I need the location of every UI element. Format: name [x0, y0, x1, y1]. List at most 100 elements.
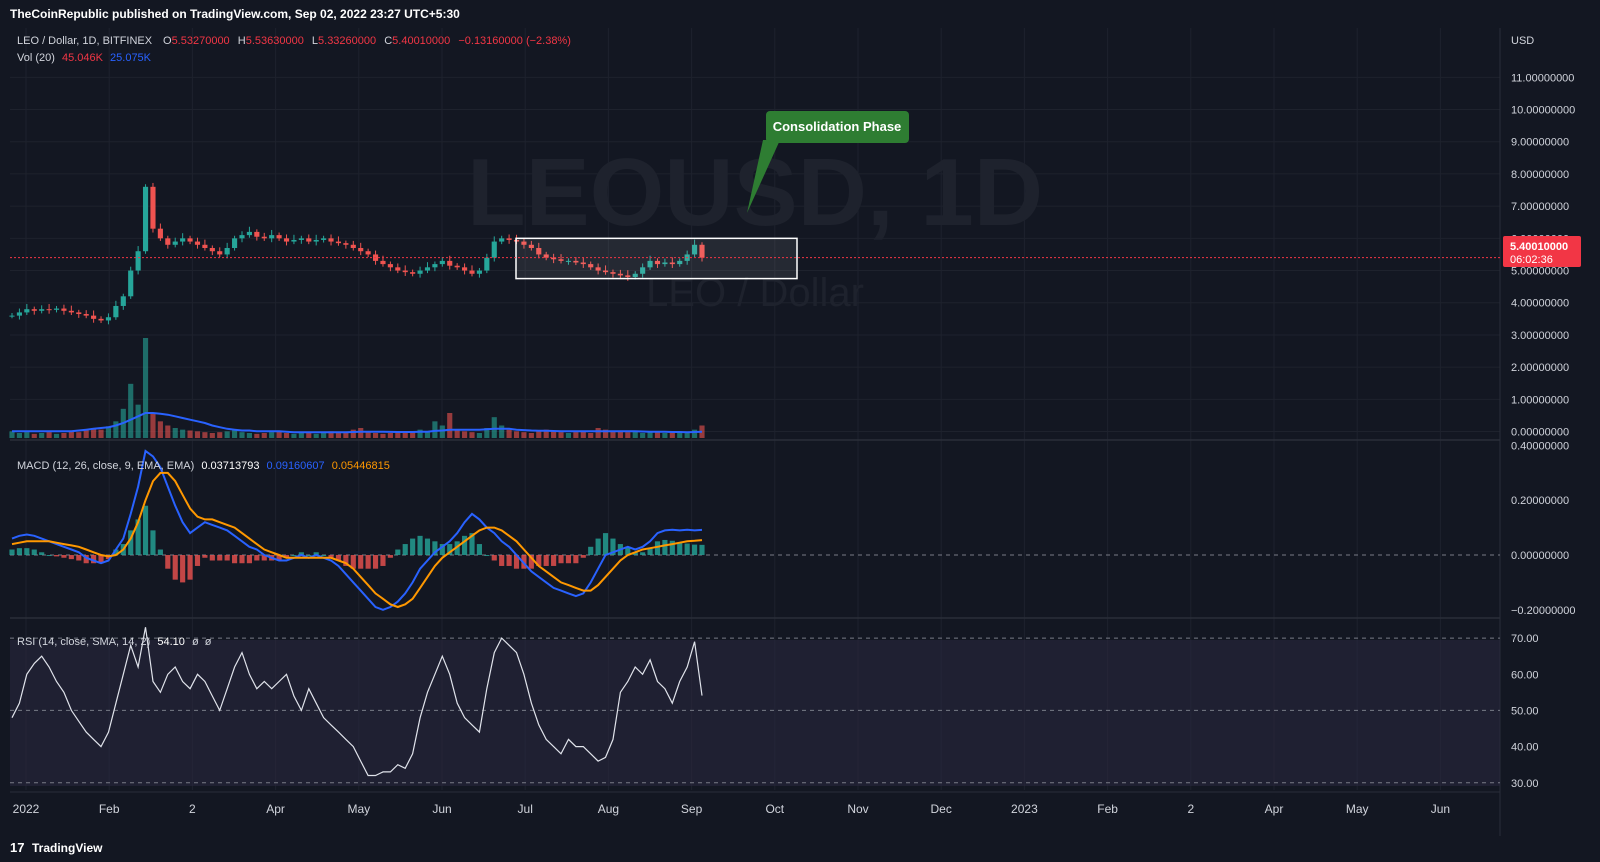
candle-body	[543, 254, 549, 258]
time-tick: Nov	[847, 802, 868, 816]
price-tick: 1.00000000	[1511, 394, 1569, 406]
price-tick: 11.00000000	[1511, 72, 1574, 84]
countdown-label: 06:02:36	[1510, 254, 1553, 266]
candle-body	[232, 238, 238, 248]
candle-body	[217, 251, 223, 255]
volume-ma-line	[12, 412, 703, 434]
candle-body	[595, 267, 601, 271]
candle-body	[335, 241, 342, 244]
rsi-line	[11, 627, 703, 777]
macd-hist-bar	[31, 549, 37, 556]
macd-hist-bar	[135, 519, 141, 556]
low-key: L	[312, 35, 318, 47]
macd-value: 0.09160607	[267, 460, 325, 472]
macd-hist-bar	[647, 548, 653, 556]
volume-bar	[31, 433, 37, 438]
volume-bar	[521, 432, 527, 438]
volume-bar	[595, 428, 601, 438]
rsi-tick: 60.00	[1511, 669, 1539, 681]
macd-hist-bar	[528, 555, 534, 569]
volume-bar	[105, 426, 112, 438]
volume-bar	[61, 433, 67, 438]
tradingview-brand: TradingView	[32, 841, 103, 855]
macd-hist-bar	[180, 555, 186, 583]
macd-hist-bar	[699, 544, 705, 556]
macd-hist-bar	[484, 555, 490, 557]
macd-hist-bar	[417, 535, 423, 556]
time-tick: 2022	[13, 802, 40, 816]
volume-bar	[372, 433, 379, 438]
candle-body	[625, 275, 631, 277]
candle-body	[588, 264, 594, 268]
volume-bar	[142, 338, 149, 438]
rsi-label: RSI (14, close, SMA, 14, 2)	[17, 636, 150, 648]
candle-body	[528, 244, 534, 248]
volume-bar	[625, 432, 631, 438]
volume-bar	[491, 417, 497, 438]
price-axis[interactable]: USD 11.00000000 10.00000000 9.00000000 8.00…	[1503, 35, 1581, 439]
candle-body	[24, 309, 30, 313]
candle-body	[439, 260, 445, 265]
candle-body	[135, 251, 141, 271]
macd-hist-bar	[439, 544, 445, 556]
callout-pointer	[747, 140, 780, 213]
indicator-lines	[11, 412, 703, 611]
macd-hist-bar	[224, 555, 230, 561]
macd-histogram	[9, 505, 1500, 583]
macd-hist-bar	[165, 555, 171, 569]
macd-hist-bar	[313, 552, 319, 556]
candle-body	[632, 273, 638, 277]
close-key: C	[384, 35, 392, 47]
volume-bar	[239, 432, 245, 438]
candle-body	[462, 267, 468, 271]
time-tick: Apr	[266, 802, 285, 816]
volume-bar	[454, 429, 460, 438]
volume-bar	[335, 432, 342, 438]
macd-hist-bar	[91, 555, 97, 564]
volume-bar	[462, 431, 468, 438]
macd-hist-bar	[565, 555, 572, 564]
volume-bar	[528, 433, 534, 438]
volume-bar	[246, 433, 252, 438]
time-axis[interactable]: 2022 Feb 2 Apr May Jun Jul Aug Sep Oct Nov Dec 2023 F…	[13, 802, 1450, 816]
last-price-label: 5.40010000	[1510, 241, 1568, 253]
candle-body	[677, 260, 683, 265]
candle-body	[150, 186, 156, 229]
volume-bar	[654, 431, 661, 438]
candle-body	[46, 309, 52, 311]
rsi-tick: 50.00	[1511, 705, 1539, 717]
candle-body	[187, 238, 193, 242]
candle-body	[194, 241, 201, 245]
candle-body	[506, 238, 512, 240]
time-tick: Apr	[1265, 802, 1284, 816]
volume-bar	[224, 431, 230, 438]
macd-hist-bar	[551, 555, 557, 566]
volume-bar	[46, 432, 52, 438]
candle-body	[565, 260, 572, 262]
rsi-tick: 70.00	[1511, 633, 1539, 645]
price-tick: 9.00000000	[1511, 137, 1569, 149]
volume-bar	[410, 432, 416, 438]
open-value: 5.53270000	[172, 35, 230, 47]
candle-body	[321, 238, 327, 240]
legend-volume: Vol (20) 45.046K 25.075K	[17, 52, 152, 64]
consolidation-box[interactable]	[515, 237, 798, 280]
macd-hist-bar	[343, 555, 349, 566]
volume-bar	[387, 433, 393, 438]
volume-bar	[283, 433, 290, 438]
volume-bar	[291, 433, 297, 438]
candle-body	[120, 296, 126, 306]
candle-body	[617, 273, 623, 276]
svg-text:LEO / Dollar, 1D, BITFINEX: LEO / Dollar, 1D, BITFINEX	[17, 35, 153, 47]
macd-hist-bar	[662, 539, 668, 556]
macd-hist-bar	[432, 541, 438, 556]
volume-bar	[91, 428, 97, 438]
candle-body	[269, 235, 275, 239]
trading-chart[interactable]: LEOUSD, 1D LEO / Dollar Consolidation Ph…	[0, 28, 1600, 836]
volume-bar	[632, 431, 638, 438]
macd-hist-bar	[61, 555, 67, 558]
candle-body	[662, 262, 668, 265]
consolidation-callout[interactable]: Consolidation Phase	[747, 111, 909, 213]
vol-label: Vol (20)	[17, 52, 55, 64]
macd-hist-bar	[677, 542, 683, 556]
